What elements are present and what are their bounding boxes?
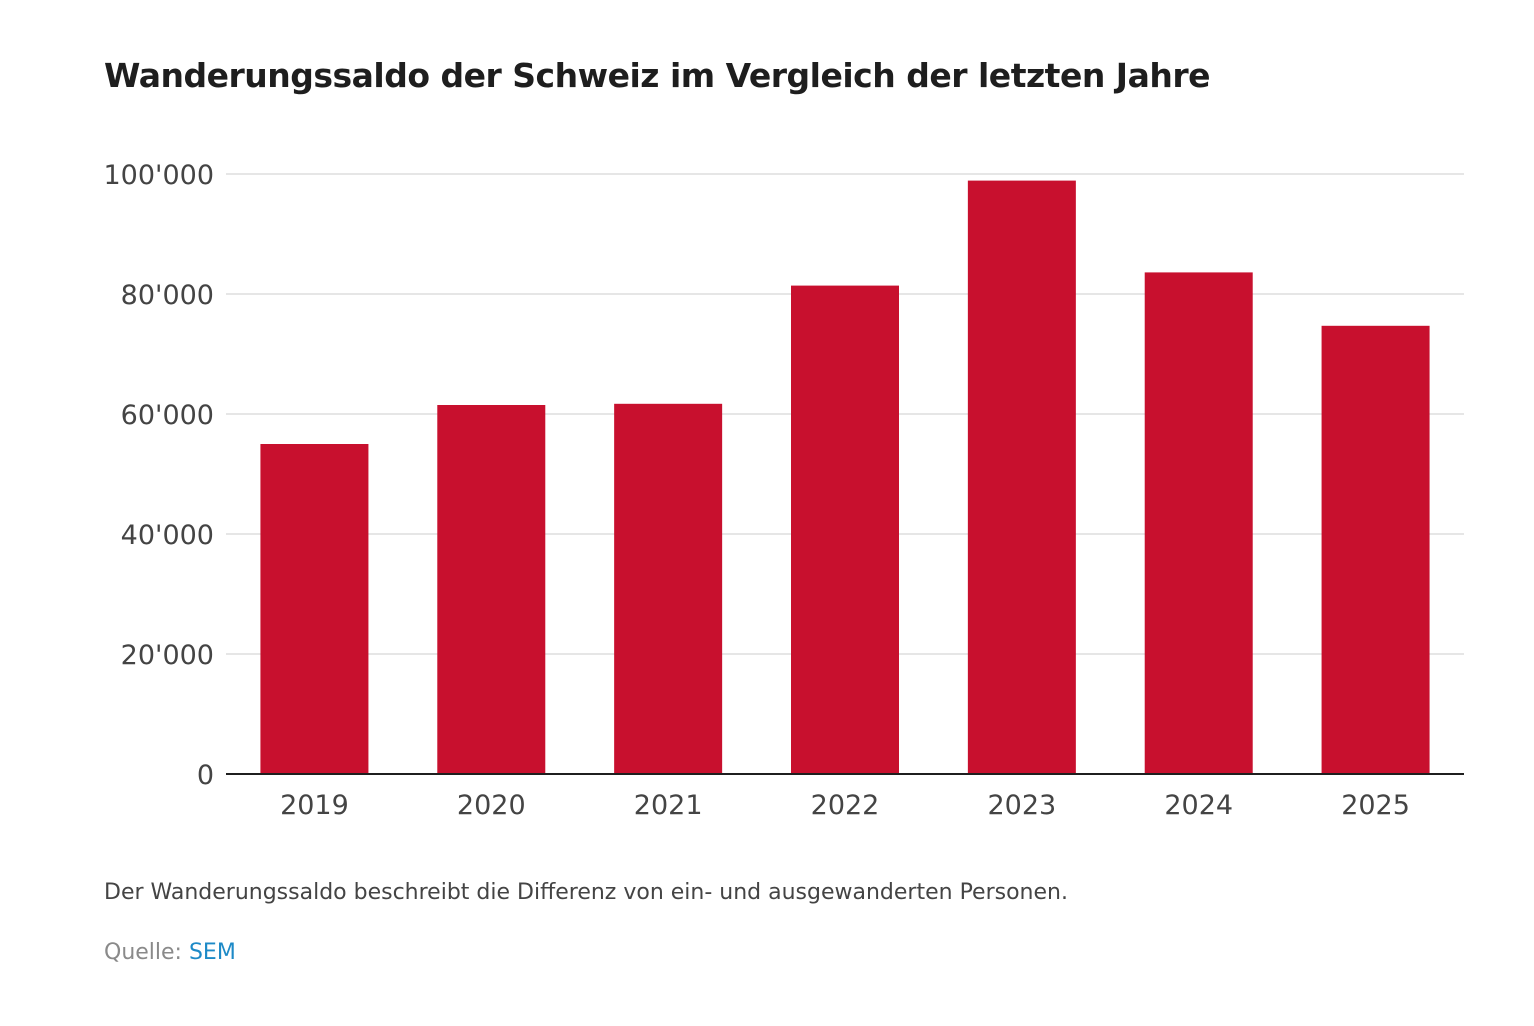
bar-2024 (1144, 272, 1253, 774)
bar-2021 (614, 403, 723, 774)
x-axis-tick-labels: 2019 2020 2021 2022 2023 2024 2025 (280, 790, 1410, 821)
source-link[interactable]: SEM (188, 940, 236, 965)
bar-2022 (791, 285, 899, 774)
source-label: Quelle: (104, 940, 182, 965)
x-tick-label: 2025 (1341, 790, 1410, 821)
x-tick-label: 2021 (634, 790, 703, 821)
y-tick-label: 40'000 (121, 520, 214, 551)
y-tick-label: 100'000 (104, 160, 215, 191)
x-tick-label: 2023 (987, 790, 1056, 821)
bar-2023 (967, 180, 1076, 775)
x-tick-label: 2020 (457, 790, 526, 821)
bar-2019 (260, 444, 369, 774)
bar-chart: 0 20'000 40'000 60'000 80'000 100'000 2019 202… (104, 160, 1464, 821)
y-tick-label: 60'000 (121, 400, 214, 431)
bar-2025 (1321, 325, 1430, 774)
chart-title: Wanderungssaldo der Schweiz im Vergleich… (104, 56, 1211, 95)
y-tick-label: 80'000 (121, 280, 214, 311)
y-tick-label: 0 (197, 760, 214, 791)
source-line: Quelle: SEM (104, 940, 236, 965)
bars (260, 180, 1430, 775)
y-tick-label: 20'000 (121, 640, 214, 671)
x-tick-label: 2024 (1164, 790, 1233, 821)
x-tick-label: 2019 (280, 790, 349, 821)
y-axis-tick-labels: 0 20'000 40'000 60'000 80'000 100'000 (104, 160, 215, 791)
chart-note: Der Wanderungssaldo beschreibt die Diffe… (104, 880, 1068, 905)
bar-2020 (437, 405, 546, 774)
x-tick-label: 2022 (811, 790, 880, 821)
